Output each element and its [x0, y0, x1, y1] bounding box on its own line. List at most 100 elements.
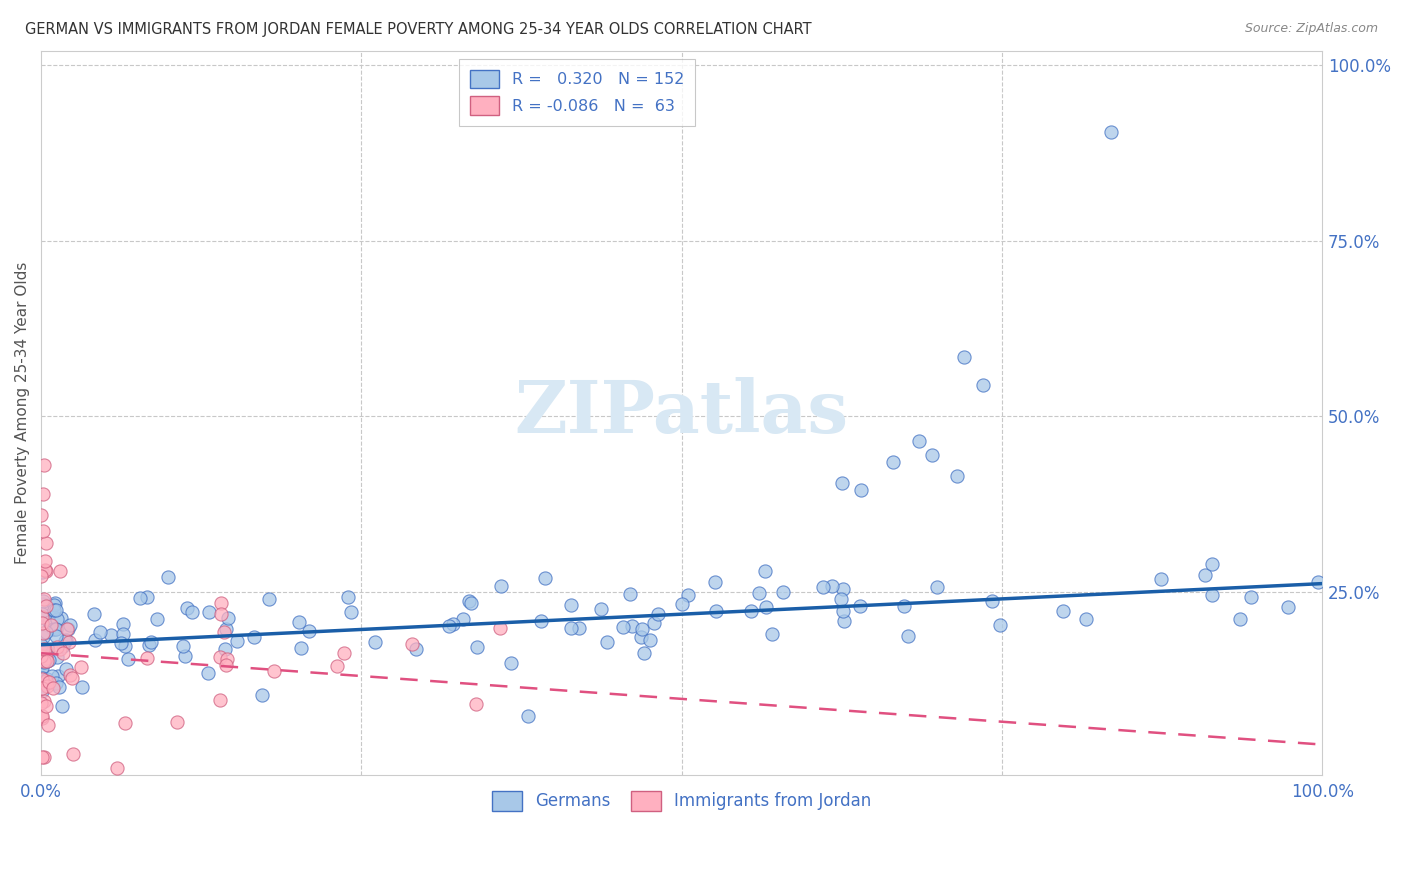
Point [38, 653, 60, 667]
Point [516, 709, 538, 723]
Point [31, 649, 53, 664]
Point [30, 638, 52, 652]
Point [42, 681, 65, 695]
Point [146, 612, 169, 626]
Point [830, 592, 852, 607]
Point [31, 486, 53, 500]
Point [464, 697, 486, 711]
Point [45, 622, 67, 636]
Point [921, 448, 943, 462]
Point [59, 618, 82, 632]
Point [326, 658, 349, 673]
Point [748, 585, 770, 599]
Point [340, 606, 363, 620]
Point [52, 639, 75, 653]
Point [35, 536, 58, 550]
Point [136, 590, 159, 604]
Point [595, 635, 617, 649]
Point [209, 607, 232, 622]
Point [215, 657, 238, 672]
Point [31, 565, 53, 579]
Point [530, 614, 553, 628]
Point [48, 564, 70, 578]
Point [49, 610, 72, 624]
Point [489, 579, 512, 593]
Text: Source: ZipAtlas.com: Source: ZipAtlas.com [1244, 22, 1378, 36]
Point [35, 625, 58, 640]
Point [643, 616, 665, 631]
Point [30, 569, 52, 583]
Point [458, 594, 481, 608]
Point [832, 614, 855, 628]
Point [46, 669, 69, 683]
Point [198, 605, 221, 619]
Point [1076, 611, 1098, 625]
Point [1099, 124, 1122, 138]
Point [1308, 574, 1330, 589]
Point [298, 624, 321, 639]
Point [451, 612, 474, 626]
Point [62, 747, 84, 761]
Point [59, 667, 82, 681]
Point [638, 633, 661, 648]
Point [214, 641, 236, 656]
Point [44, 596, 66, 610]
Point [44, 598, 66, 612]
Point [46, 612, 69, 626]
Point [34, 693, 56, 707]
Point [250, 688, 273, 702]
Point [460, 596, 482, 610]
Point [49, 641, 72, 656]
Point [31, 750, 53, 764]
Point [31, 672, 53, 686]
Point [138, 638, 160, 652]
Point [31, 661, 53, 675]
Point [39, 618, 62, 632]
Point [197, 666, 219, 681]
Point [761, 627, 783, 641]
Point [38, 674, 60, 689]
Point [589, 602, 612, 616]
Point [51, 699, 73, 714]
Point [181, 605, 204, 619]
Point [41, 669, 63, 683]
Point [30, 644, 52, 658]
Point [290, 641, 312, 656]
Y-axis label: Female Poverty Among 25-34 Year Olds: Female Poverty Among 25-34 Year Olds [15, 261, 30, 564]
Point [1052, 603, 1074, 617]
Point [70, 660, 93, 674]
Point [34, 654, 56, 668]
Point [332, 646, 354, 660]
Point [30, 663, 52, 677]
Text: ZIPatlas: ZIPatlas [515, 377, 849, 449]
Point [35, 674, 58, 689]
Point [38, 615, 60, 630]
Point [647, 607, 669, 621]
Point [621, 619, 644, 633]
Point [166, 715, 188, 730]
Point [215, 622, 238, 636]
Point [48, 680, 70, 694]
Point [32, 594, 55, 608]
Point [34, 563, 56, 577]
Point [37, 718, 59, 732]
Point [37, 642, 59, 657]
Point [630, 622, 652, 636]
Point [215, 652, 238, 666]
Point [612, 620, 634, 634]
Point [243, 630, 266, 644]
Point [831, 604, 853, 618]
Point [633, 646, 655, 660]
Point [257, 591, 280, 606]
Point [30, 508, 52, 522]
Point [208, 650, 231, 665]
Point [981, 593, 1004, 607]
Point [897, 629, 920, 643]
Point [31, 711, 53, 725]
Point [831, 476, 853, 491]
Point [45, 602, 67, 616]
Point [31, 681, 53, 695]
Point [209, 596, 232, 610]
Point [55, 632, 77, 647]
Point [37, 654, 59, 668]
